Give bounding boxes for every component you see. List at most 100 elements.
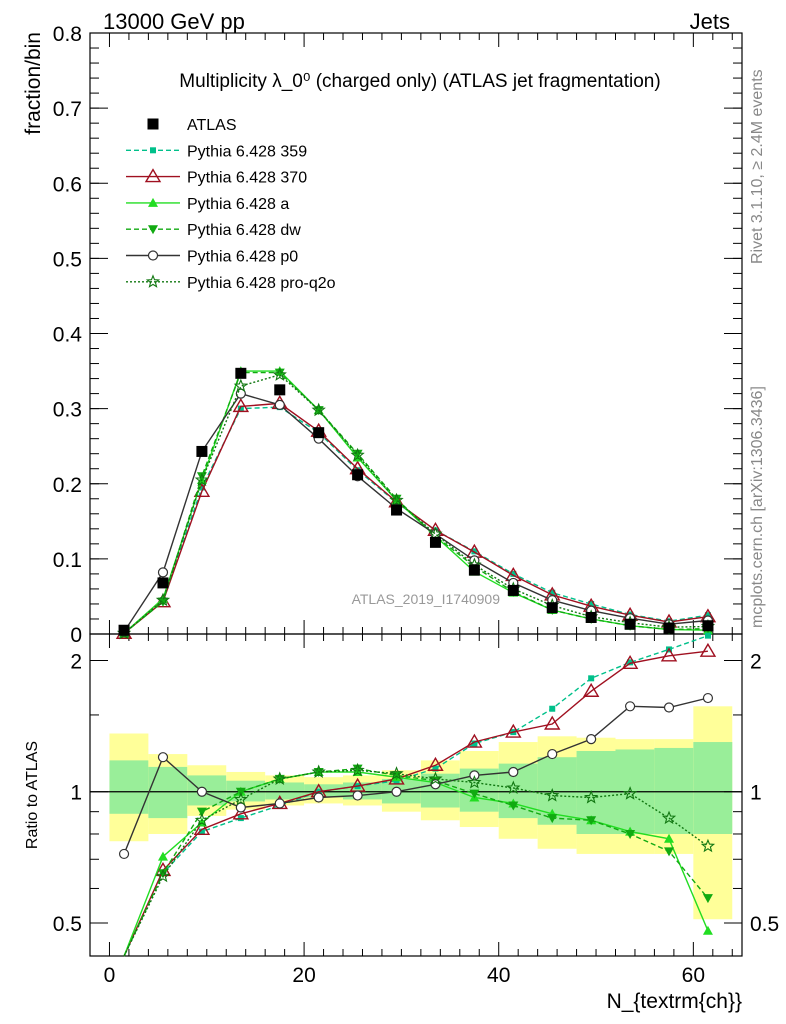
data-point: [232, 397, 250, 413]
data-point: [196, 472, 207, 482]
data-point: [118, 848, 130, 860]
data-point: [352, 449, 363, 459]
legend-label: Pythia 6.428 dw: [187, 222, 301, 239]
data-point: [663, 702, 675, 713]
x-tick-label: 0: [104, 964, 116, 987]
data-point: [194, 472, 210, 487]
data-point: [198, 484, 205, 491]
chart-title: Multiplicity λ_0⁰ (charged only) (ATLAS …: [179, 71, 660, 92]
data-point: [274, 399, 285, 410]
data-point: [274, 384, 286, 396]
data-point: [624, 618, 636, 630]
ratio-tick-label: 0.5: [53, 913, 82, 936]
data-point: [467, 774, 482, 789]
data-point: [391, 494, 402, 504]
y-tick-label: 0.1: [53, 549, 82, 572]
data-point: [624, 701, 636, 712]
data-point: [625, 829, 636, 839]
legend-label: Pythia 6.428 pro-q2o: [187, 275, 336, 292]
data-point: [272, 367, 287, 381]
band-inner-bin: [148, 766, 188, 819]
data-point: [471, 740, 478, 747]
data-point: [155, 868, 171, 883]
data-point: [148, 197, 158, 207]
data-point: [699, 642, 717, 657]
legend-label: Pythia 6.428 359: [187, 143, 307, 160]
data-point: [350, 447, 365, 462]
series-line: [123, 392, 708, 633]
data-point: [311, 764, 326, 779]
band-inner-bin: [537, 757, 577, 825]
data-point: [702, 692, 714, 704]
data-point: [508, 801, 519, 811]
y-tick-label: 0.7: [53, 98, 82, 121]
data-point: [233, 378, 248, 393]
data-point: [144, 168, 162, 183]
data-point: [506, 780, 521, 795]
data-point: [510, 570, 517, 577]
mcplots-label: mcplots.cern.ch [arXiv:1306.3436]: [749, 386, 766, 628]
data-point: [233, 791, 248, 806]
data-point: [313, 427, 325, 439]
x-tick-label: 40: [487, 964, 510, 987]
data-point: [430, 779, 441, 790]
data-point: [622, 786, 638, 800]
ratio-series-line: [123, 650, 708, 957]
data-point: [663, 622, 675, 634]
y-axis-label: fraction/bin: [22, 32, 45, 135]
data-point: [198, 828, 205, 835]
series-line: [123, 402, 708, 634]
ratio-series-line: [123, 635, 709, 957]
data-point: [428, 526, 443, 541]
main-series-group: [115, 366, 717, 640]
data-point: [432, 765, 439, 772]
data-point: [147, 250, 159, 261]
band-inner-bin: [654, 747, 694, 834]
data-point: [148, 225, 158, 235]
y-tick-label: 0.5: [53, 248, 82, 271]
data-point: [586, 734, 597, 745]
analysis-label: ATLAS_2019_I1740909: [352, 591, 501, 607]
y-tick-label: 0: [70, 624, 82, 647]
ratio-series-group: [118, 632, 717, 957]
data-point: [274, 368, 285, 378]
data-point: [193, 820, 211, 836]
ratio-frame: [89, 633, 743, 957]
data-point: [588, 600, 595, 607]
y-tick-label: 0.6: [53, 173, 82, 196]
legend-label: Pythia 6.428 370: [187, 170, 307, 187]
data-point: [389, 766, 404, 780]
legend: ATLAS Pythia 6.428 359 Pythia 6.428 370 Pyt…: [126, 117, 336, 292]
x-axis-label: N_{textrm{ch}}: [607, 990, 742, 1013]
ratio-tick-label-right: 1: [750, 782, 762, 805]
ratio-tick-label-right: 2: [750, 650, 762, 673]
y-tick-label: 0.4: [53, 324, 83, 347]
header-left: 13000 GeV pp: [103, 9, 245, 34]
data-point: [704, 612, 711, 619]
data-point: [274, 798, 285, 809]
data-point: [664, 833, 675, 843]
data-point: [352, 790, 363, 801]
data-point: [546, 602, 558, 614]
data-point: [582, 682, 600, 697]
data-point: [352, 469, 364, 481]
band-inner-bin: [109, 760, 149, 814]
data-point: [118, 624, 130, 636]
data-point: [389, 492, 404, 507]
ratio-tick-label: 1: [70, 782, 82, 805]
data-point: [466, 733, 483, 748]
y-tick-label: 0.2: [53, 474, 82, 497]
data-point: [586, 816, 597, 826]
band-inner-bin: [265, 782, 305, 800]
data-point: [391, 504, 403, 516]
data-point: [549, 705, 556, 712]
data-point: [702, 894, 713, 904]
data-point: [507, 584, 519, 596]
ratio-tick-label: 2: [70, 650, 82, 673]
data-point: [157, 869, 168, 879]
band-inner-bin: [576, 750, 616, 834]
data-point: [505, 723, 522, 738]
data-point: [272, 771, 287, 785]
data-point: [196, 786, 208, 797]
